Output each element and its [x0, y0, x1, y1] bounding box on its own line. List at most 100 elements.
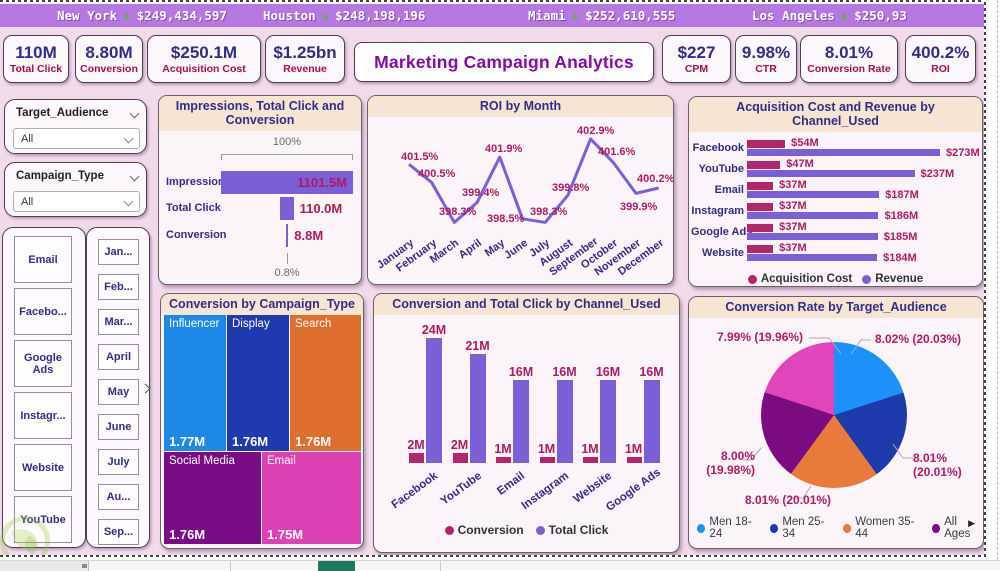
sheet-tab-bar [0, 560, 1000, 571]
month-button-april[interactable]: April [98, 344, 139, 370]
acq-revenue-value-label: $273M [946, 147, 980, 159]
channel-button-facebo[interactable]: Facebo... [14, 288, 72, 335]
channel-button-googleads[interactable]: Google Ads [14, 340, 72, 387]
treemap-cell-value: 1.76M [169, 527, 206, 542]
treemap-cell-email[interactable]: Email 1.75M [262, 452, 361, 544]
tab-separator [88, 561, 89, 571]
treemap-cell-influencer[interactable]: Influencer 1.77M [164, 315, 226, 451]
channel-button-instagr[interactable]: Instagr... [14, 392, 72, 439]
acq-cost-value-label: $37M [779, 242, 807, 254]
month-button-feb[interactable]: Feb... [98, 274, 139, 300]
total-click-bar[interactable] [426, 338, 442, 463]
chevron-down-icon[interactable] [129, 108, 140, 118]
funnel-top-percent-label: 100% [272, 136, 302, 148]
month-button-jan[interactable]: Jan... [98, 239, 139, 265]
roi-data-label: 401.9% [485, 143, 523, 155]
active-sheet-tab[interactable] [318, 561, 355, 571]
treemap-cell-display[interactable]: Display 1.76M [227, 315, 289, 451]
pie-slice-label: 7.99% (19.96%) [717, 330, 804, 344]
kpi-card-acquisition-cost: $250.1M Acquisition Cost [147, 35, 261, 83]
month-button-june[interactable]: June [98, 414, 139, 440]
pie-slice-label: 8.01% (20.01%) [745, 493, 832, 507]
kpi-card-total-click: 110M Total Click [3, 35, 69, 83]
up-arrow-icon: ▲ [322, 10, 329, 21]
conversion-bar[interactable] [583, 457, 598, 463]
slicer-dropdown[interactable]: All [13, 128, 140, 149]
conversion-value-label: 1M [494, 442, 512, 456]
month-button-au[interactable]: Au... [98, 484, 139, 510]
ticker-item: New York ▲ $249,434,597 [57, 8, 227, 23]
roi-data-label: 400.2% [637, 173, 674, 185]
kpi-value: 9.98% [741, 43, 791, 62]
kpi-label: Total Click [9, 63, 63, 75]
acquisition-cost-bar[interactable] [747, 140, 786, 148]
up-arrow-icon: ▲ [572, 10, 579, 21]
treemap-cell-name: Social Media [169, 455, 235, 467]
conversion-bar[interactable] [409, 452, 424, 463]
revenue-bar[interactable] [747, 149, 940, 156]
revenue-bar[interactable] [747, 212, 879, 219]
conversion-bar[interactable] [452, 452, 468, 463]
total-click-bar[interactable] [513, 379, 529, 463]
legend-next-arrow[interactable]: ▶ [968, 518, 975, 528]
treemap-cell-search[interactable]: Search 1.76M [290, 315, 361, 451]
funnel-chart: 100% Impressions 1101.5M Total Click 110.0M C… [159, 131, 361, 284]
legend-label: Acquisition Cost [760, 273, 853, 285]
acquisition-cost-bar[interactable] [747, 182, 774, 190]
conversion-bar[interactable] [626, 457, 642, 463]
revenue-bar[interactable] [747, 254, 878, 261]
roi-line-chart: 401.5% 400.5% 398.3% 399.4% 401.9% 398.5% 398.… [368, 117, 673, 283]
revenue-bar[interactable] [747, 170, 915, 177]
month-slicer-next-arrow[interactable] [140, 379, 151, 397]
conversion-bar[interactable] [539, 457, 555, 463]
pie-circle[interactable] [761, 342, 907, 488]
roi-line-series[interactable] [408, 137, 660, 224]
funnel-bar-conversion[interactable] [285, 224, 289, 247]
tab-separator [440, 561, 441, 571]
click-value-label: 21M [465, 338, 490, 353]
funnel-value-label: 8.8M [294, 228, 324, 243]
kpi-label: Revenue [283, 63, 327, 75]
total-click-bar[interactable] [643, 379, 660, 463]
chart-title: Acquisition Cost and Revenue by Channel_… [689, 97, 982, 132]
slicer-selected-value: All [21, 132, 34, 145]
legend-item: Acquisition Cost [747, 273, 853, 285]
ticker-value: $248,198,196 [335, 8, 426, 23]
month-button-mar[interactable]: Mar... [98, 309, 139, 335]
funnel-bar-total-click[interactable] [280, 197, 294, 220]
legend-label: Conversion [457, 523, 524, 537]
legend-dot [444, 525, 454, 535]
legend-item: Women 35-44 [842, 516, 923, 540]
channel-button-email[interactable]: Email [14, 236, 72, 283]
acquisition-cost-bar[interactable] [747, 203, 774, 211]
acquisition-revenue-chart-card: Acquisition Cost and Revenue by Channel_… [688, 96, 983, 287]
month-button-july[interactable]: July [98, 449, 139, 475]
revenue-bar[interactable] [747, 233, 878, 240]
click-value-label: 16M [595, 364, 621, 379]
acquisition-cost-bar[interactable] [747, 224, 774, 232]
treemap-cell-social-media[interactable]: Social Media 1.76M [164, 452, 261, 544]
roi-data-label: 399.9% [620, 201, 658, 213]
total-click-bar[interactable] [556, 379, 573, 463]
funnel-bar-impressions[interactable] [221, 171, 353, 194]
total-click-bar[interactable] [600, 379, 616, 463]
legend-dot [842, 523, 852, 533]
roi-data-label: 401.6% [598, 146, 636, 158]
slicer-dropdown[interactable]: All [13, 191, 140, 212]
selection-marquee-bottom [0, 555, 986, 557]
revenue-bar[interactable] [747, 191, 880, 198]
acquisition-cost-bar[interactable] [747, 245, 774, 253]
conversion-bar[interactable] [496, 457, 511, 463]
month-button-may[interactable]: May [98, 379, 139, 405]
treemap-cell-name: Display [232, 318, 270, 330]
up-arrow-icon: ▲ [841, 10, 848, 21]
sheet-nav-area[interactable] [0, 561, 88, 571]
ticker-item: Miami ▲ $252,610,555 [528, 8, 675, 23]
chevron-down-icon[interactable] [129, 171, 140, 181]
month-button-sep[interactable]: Sep... [98, 519, 139, 545]
channel-button-website[interactable]: Website [14, 444, 72, 491]
channel-button-youtube[interactable]: YouTube [14, 496, 72, 543]
acquisition-cost-bar[interactable] [747, 161, 781, 169]
total-click-bar[interactable] [469, 353, 486, 463]
ticker-item: Los Angeles ▲ $250,93 [752, 8, 907, 23]
